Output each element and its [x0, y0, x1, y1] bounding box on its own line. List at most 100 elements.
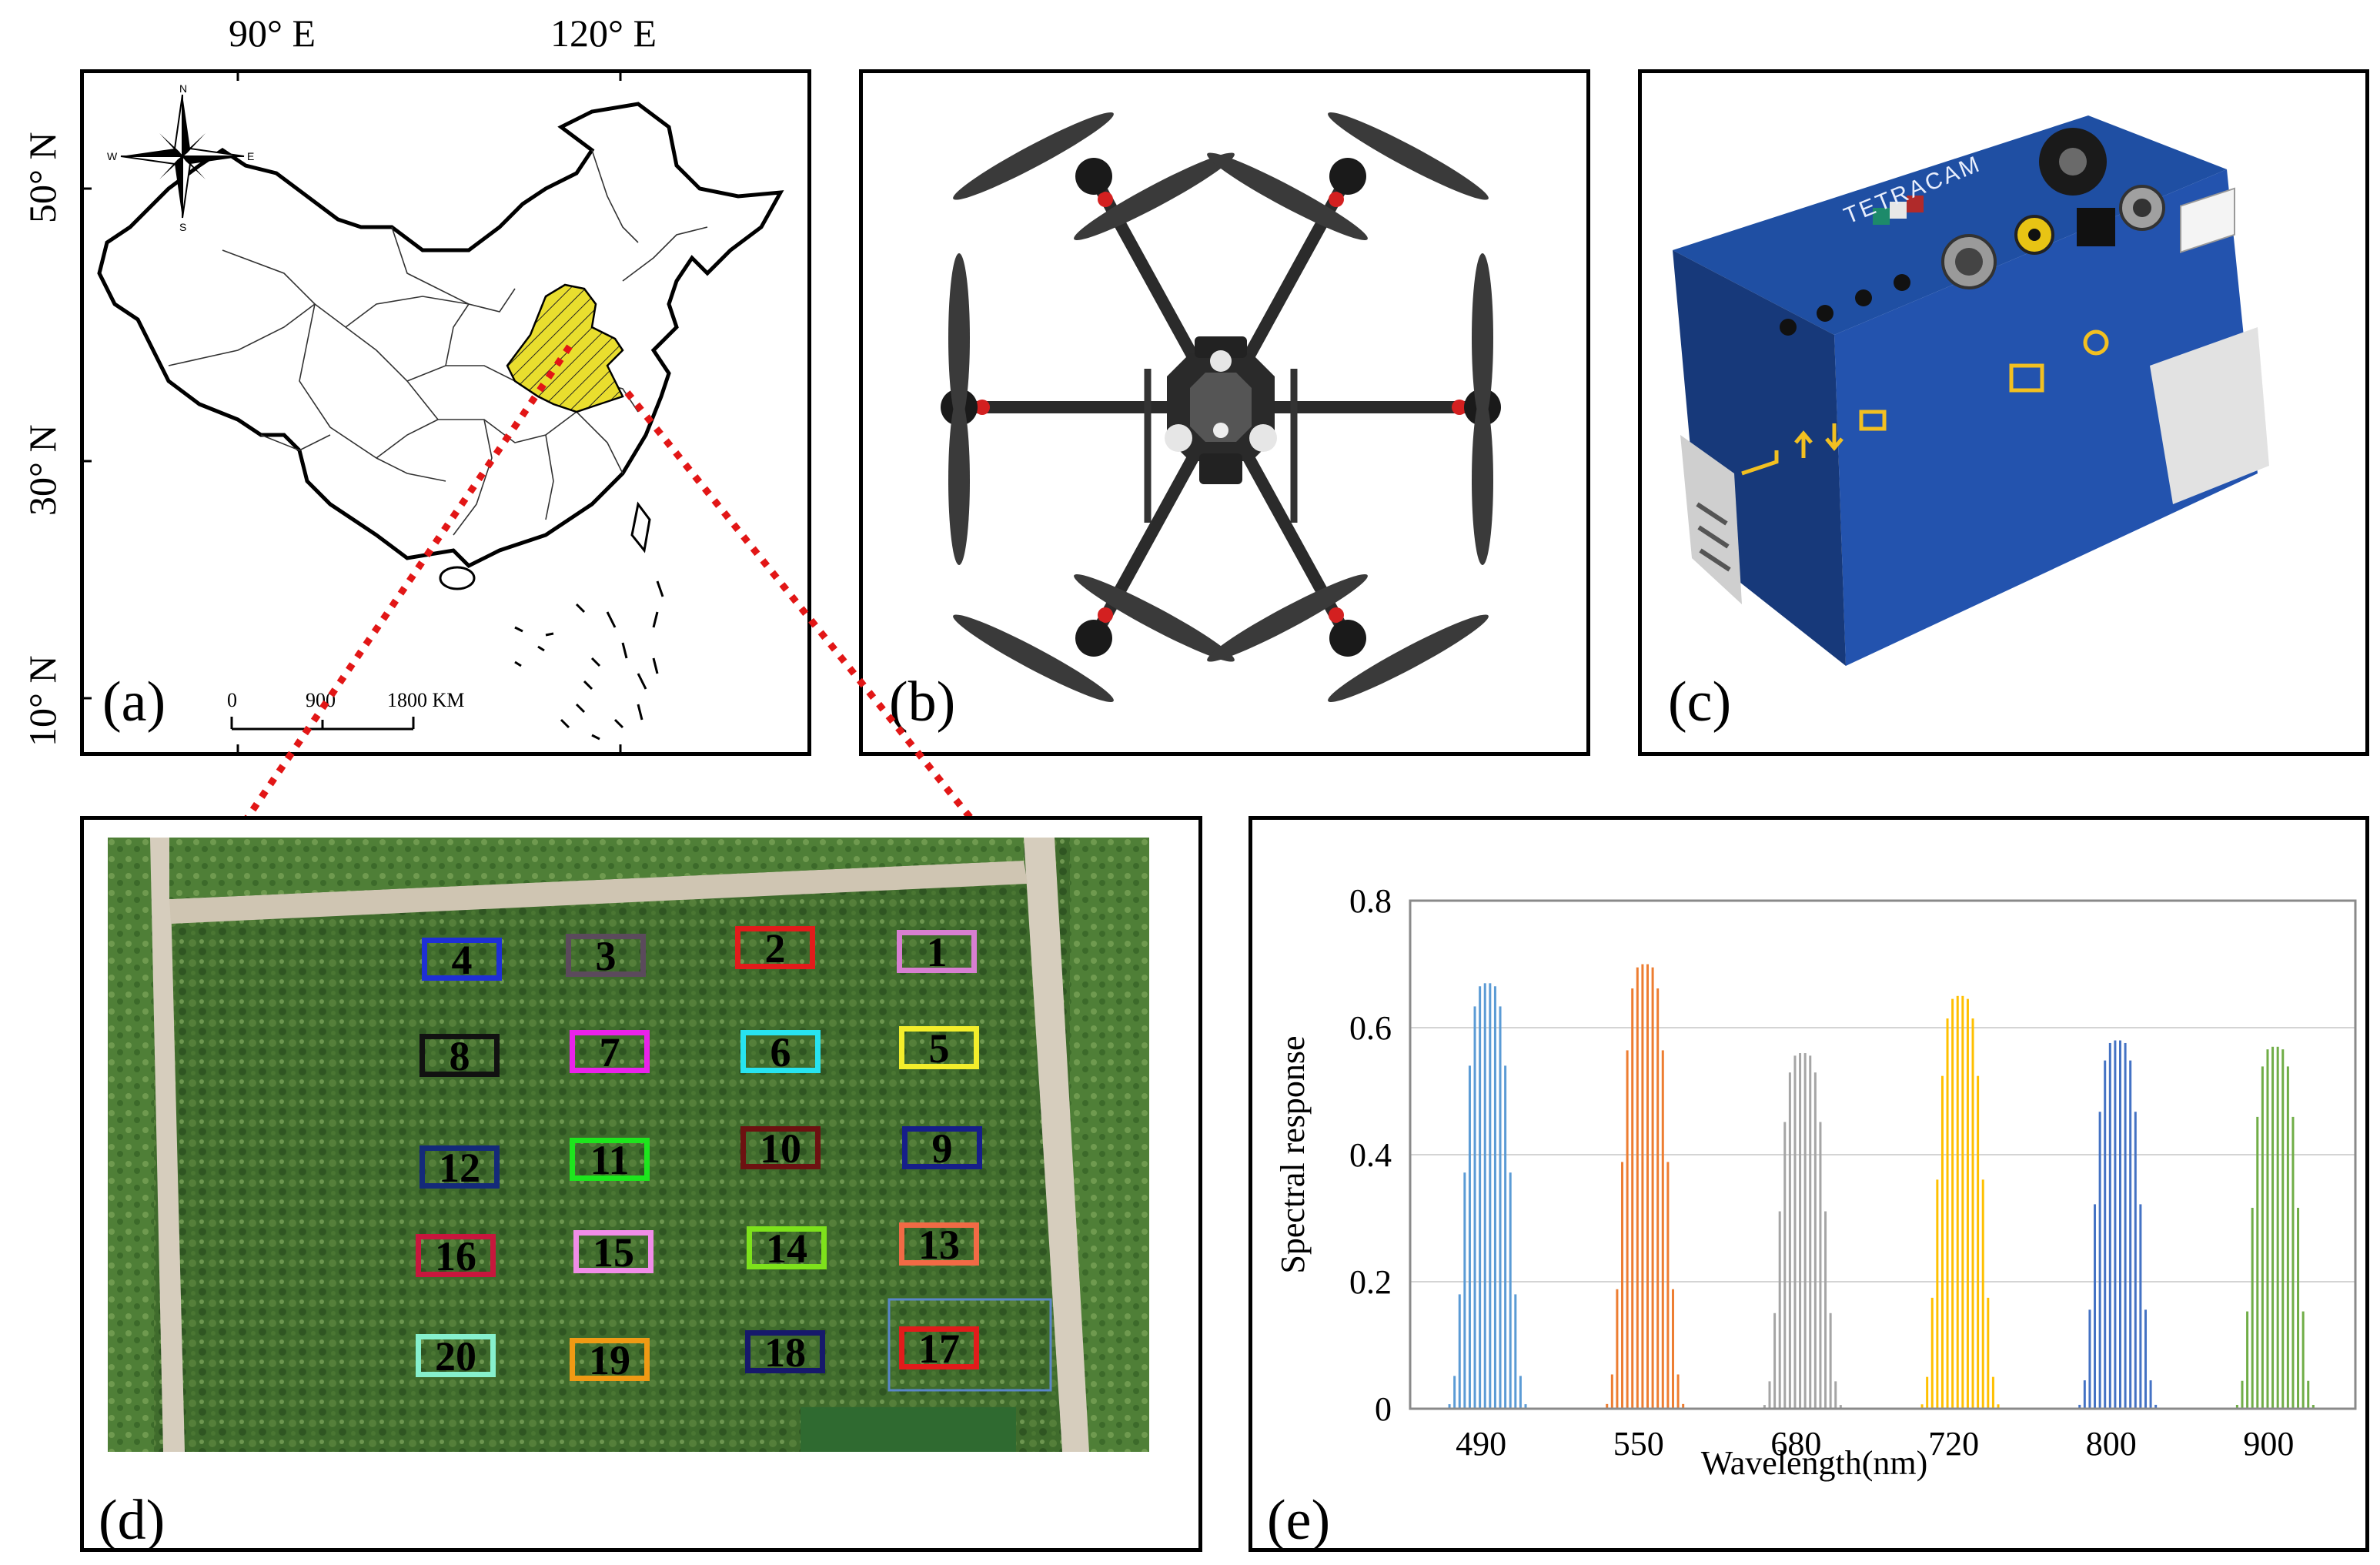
spectral-bar-720 [1940, 1075, 1944, 1409]
plot-1: 1 [897, 930, 977, 973]
scale-1800: 1800 KM [387, 689, 465, 711]
plot-5: 5 [899, 1026, 979, 1069]
spectral-bar-680 [1773, 1313, 1777, 1409]
spectral-bar-680 [1778, 1211, 1781, 1409]
spectral-bar-900 [2311, 1404, 2315, 1409]
spectral-bar-680 [1788, 1072, 1791, 1409]
spectral-bar-800 [2083, 1380, 2086, 1409]
spectral-bar-720 [1956, 995, 1959, 1409]
y-tick-label: 0.8 [1349, 882, 1392, 920]
spectral-bar-720 [1981, 1179, 1984, 1409]
plot-19: 19 [570, 1338, 650, 1381]
spectral-bar-800 [2134, 1112, 2137, 1409]
spectral-bar-680 [1813, 1072, 1817, 1409]
panel-c-label: (c) [1668, 670, 1732, 734]
spectral-bar-720 [1991, 1376, 1994, 1409]
spectral-bar-550 [1636, 967, 1639, 1409]
y-axis-label: Spectral response [1274, 1035, 1312, 1273]
spectral-bar-720 [1951, 998, 1954, 1409]
compass-s: S [179, 221, 187, 233]
spectral-bar-800 [2129, 1060, 2132, 1409]
spectral-bar-490 [1453, 1376, 1456, 1409]
latitude-50: 50° N [21, 132, 64, 223]
panel-a-label: (a) [102, 670, 166, 734]
panel-b-uav: (b) [859, 69, 1590, 756]
spectral-bar-900 [2235, 1404, 2238, 1409]
spectral-bar-680 [1803, 1053, 1807, 1409]
spectral-bar-720 [1997, 1404, 2000, 1409]
spectral-bar-800 [2119, 1040, 2121, 1409]
y-tick-label: 0.6 [1349, 1009, 1392, 1047]
spectral-bar-490 [1489, 983, 1492, 1409]
spectral-bar-490 [1483, 983, 1486, 1409]
spectral-bar-800 [2144, 1309, 2147, 1409]
spectral-bar-490 [1519, 1376, 1522, 1409]
spectral-bar-490 [1499, 1006, 1502, 1409]
china-map [84, 73, 784, 752]
spectral-bar-550 [1606, 1403, 1609, 1409]
spectral-bar-900 [2291, 1116, 2295, 1409]
x-tick-label-550: 550 [1613, 1425, 1664, 1463]
latitude-10: 10° N [21, 655, 64, 747]
spectral-bar-900 [2271, 1046, 2275, 1409]
spectral-bar-800 [2088, 1309, 2091, 1409]
spectral-bar-900 [2266, 1049, 2269, 1409]
spectral-bar-490 [1479, 986, 1482, 1409]
plot-10: 10 [740, 1126, 821, 1169]
spectral-bar-680 [1809, 1055, 1812, 1409]
spectral-bar-900 [2286, 1066, 2289, 1409]
spectral-bar-720 [1987, 1297, 1990, 1409]
spectral-bar-900 [2261, 1066, 2264, 1409]
spectral-bar-900 [2281, 1049, 2285, 1409]
panel-c-camera: TETRACAM (c) [1638, 69, 2369, 756]
plot-13: 13 [899, 1222, 979, 1266]
compass-w: W [107, 150, 118, 162]
spectral-bar-900 [2307, 1380, 2310, 1409]
spectral-bar-800 [2139, 1204, 2142, 1409]
spectral-bar-490 [1448, 1404, 1451, 1409]
plot-4: 4 [422, 938, 502, 981]
plot-17: 17 [899, 1326, 979, 1369]
plot-area-frame [1409, 899, 2357, 1410]
spectral-bar-900 [2246, 1311, 2249, 1409]
x-tick-label-900: 900 [2243, 1425, 2294, 1463]
spectral-bar-720 [1977, 1075, 1980, 1409]
top-longitude-90: 90° E [229, 12, 316, 55]
spectral-bar-680 [1793, 1055, 1797, 1409]
x-tick-label-490: 490 [1456, 1425, 1506, 1463]
spectral-bar-490 [1509, 1172, 1512, 1409]
hexacopter-drone [941, 112, 1501, 702]
spectral-bar-550 [1641, 964, 1644, 1409]
spectral-bar-720 [1926, 1376, 1929, 1409]
spectral-bar-800 [2098, 1112, 2101, 1409]
spectral-bar-490 [1493, 986, 1496, 1409]
spectral-bar-900 [2256, 1116, 2259, 1409]
spectral-bar-550 [1626, 1050, 1629, 1409]
spectral-bar-680 [1824, 1211, 1827, 1409]
multispectral-camera [1673, 115, 2269, 666]
plot-11: 11 [570, 1138, 650, 1181]
spectral-bar-800 [2108, 1042, 2111, 1409]
china-outline [97, 102, 784, 569]
plot-7: 7 [570, 1030, 650, 1073]
spectral-bar-550 [1682, 1403, 1685, 1409]
plot-20: 20 [416, 1334, 496, 1377]
plot-14: 14 [747, 1226, 827, 1269]
spectral-bar-550 [1656, 988, 1660, 1409]
spectral-bar-680 [1783, 1122, 1787, 1409]
spectral-bar-550 [1666, 1162, 1670, 1409]
compass-n: N [179, 82, 188, 95]
scale-900: 900 [306, 689, 336, 711]
scale-0: 0 [227, 689, 237, 711]
spectral-bar-490 [1463, 1172, 1466, 1409]
plot-12: 12 [420, 1145, 500, 1189]
spectral-bar-490 [1473, 1006, 1476, 1409]
spectral-response-chart: 0 0.2 0.4 0.6 0.8 490 550 680 720 800 900 Wavelen… [1274, 882, 2357, 1482]
spectral-bar-720 [1920, 1404, 1924, 1409]
panel-b-label: (b) [889, 670, 956, 734]
spectral-bar-800 [2094, 1204, 2097, 1409]
y-tick-label: 0.4 [1349, 1136, 1392, 1174]
spectral-bar-900 [2251, 1207, 2254, 1409]
plot-8: 8 [420, 1034, 500, 1077]
panel-e-chart [1248, 816, 2369, 1552]
